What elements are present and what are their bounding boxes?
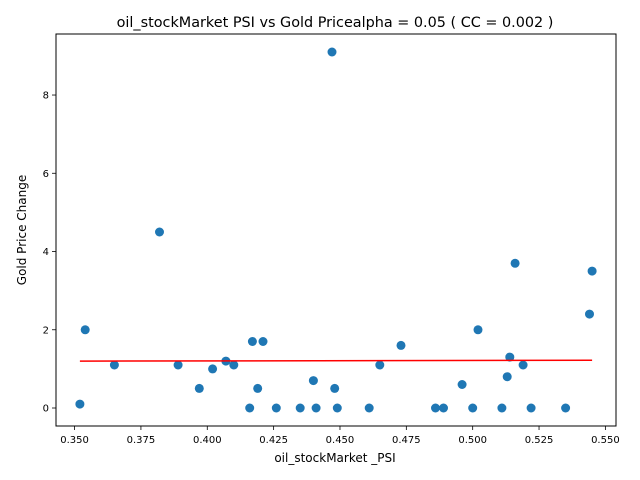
data-point xyxy=(439,403,448,413)
data-point xyxy=(587,266,597,276)
y-tick-label: 6 xyxy=(43,169,49,180)
data-point xyxy=(253,383,263,393)
y-axis: 0 2 4 6 8 xyxy=(43,91,56,415)
data-point xyxy=(585,309,594,319)
data-point xyxy=(502,372,512,382)
data-point xyxy=(247,337,257,346)
data-point xyxy=(473,325,483,335)
y-tick-label: 2 xyxy=(43,325,49,336)
data-point xyxy=(80,325,90,335)
data-point xyxy=(75,399,85,409)
data-point xyxy=(109,360,119,370)
data-point xyxy=(327,47,337,57)
x-tick-label: 0.350 xyxy=(60,435,89,446)
data-point xyxy=(308,376,318,386)
plot-frame xyxy=(55,33,617,427)
x-tick-label: 0.425 xyxy=(259,435,288,446)
data-point xyxy=(311,403,321,413)
data-point xyxy=(332,403,342,413)
x-tick-label: 0.400 xyxy=(193,435,222,446)
y-axis-label: Gold Price Change xyxy=(15,175,29,285)
x-axis: 0.350 0.375 0.400 0.425 0.450 0.475 0.500 0.525… xyxy=(60,426,620,446)
data-point xyxy=(155,227,164,237)
data-point xyxy=(245,403,255,413)
data-point xyxy=(330,383,340,393)
data-point xyxy=(431,403,440,413)
data-point xyxy=(295,403,305,413)
x-tick-label: 0.475 xyxy=(392,435,421,446)
data-point xyxy=(505,352,515,362)
x-tick-label: 0.375 xyxy=(127,435,156,446)
data-point xyxy=(526,403,536,413)
data-point xyxy=(229,360,239,370)
x-axis-label: oil_stockMarket _PSI xyxy=(274,451,395,465)
chart-title: oil_stockMarket PSI vs Gold Pricealpha =… xyxy=(117,15,554,31)
data-point xyxy=(375,360,385,370)
data-point xyxy=(194,383,204,393)
data-point xyxy=(396,340,406,350)
data-point xyxy=(364,403,374,413)
data-point xyxy=(497,403,507,413)
data-point xyxy=(510,258,520,268)
y-tick-label: 0 xyxy=(43,404,49,415)
y-tick-label: 4 xyxy=(43,247,49,258)
data-point xyxy=(173,360,183,370)
data-point xyxy=(271,403,281,413)
data-point xyxy=(468,403,478,413)
regression-line xyxy=(79,359,593,362)
x-tick-label: 0.550 xyxy=(591,435,620,446)
data-point xyxy=(457,380,467,389)
y-tick-label: 8 xyxy=(43,91,49,102)
data-point xyxy=(208,364,218,374)
data-point xyxy=(561,403,571,413)
data-point xyxy=(258,337,268,346)
plot-area xyxy=(75,47,597,413)
data-point xyxy=(518,360,528,370)
x-tick-label: 0.500 xyxy=(458,435,487,446)
x-tick-label: 0.525 xyxy=(525,435,554,446)
x-tick-label: 0.450 xyxy=(326,435,355,446)
